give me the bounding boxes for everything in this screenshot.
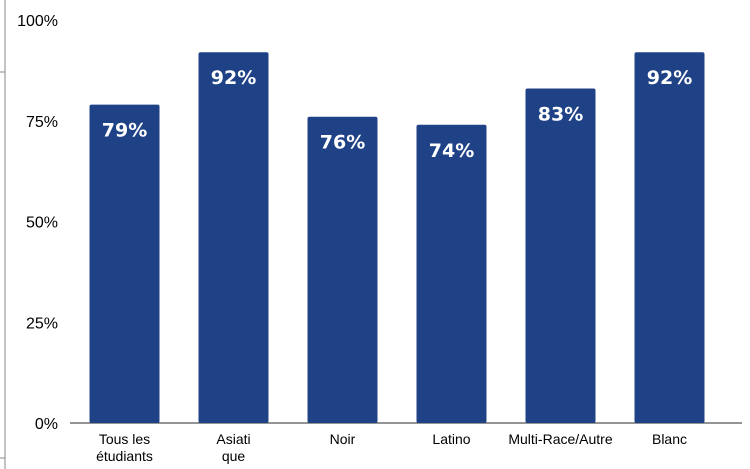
y-tick-label: 50%: [26, 215, 58, 232]
data-label: 74%: [429, 140, 474, 162]
bar: [416, 124, 487, 423]
bar: [198, 52, 269, 424]
category-label-line: Multi-Race/Autre: [508, 431, 612, 447]
category-label: Tous les étudiants: [96, 431, 153, 464]
bar: [634, 52, 705, 424]
data-label: 83%: [538, 104, 583, 126]
category-label-line: Blanc: [652, 431, 687, 447]
category-label: Multi-Race/Autre: [508, 431, 612, 447]
category-label: Noir: [330, 431, 356, 447]
category-label: Asiati que: [216, 431, 250, 464]
data-labels-group: 79% 92% 76% 74% 83% 92%: [102, 67, 692, 162]
data-label: 92%: [647, 67, 692, 89]
bar: [307, 116, 378, 423]
category-label-line: étudiants: [96, 448, 153, 464]
category-label-line: Tous les: [99, 431, 150, 447]
data-label: 92%: [211, 67, 256, 89]
y-tick-label: 100%: [17, 13, 58, 30]
category-label: Blanc: [652, 431, 687, 447]
data-label: 76%: [320, 132, 365, 154]
bar: [89, 104, 160, 423]
bars-group: [89, 52, 705, 424]
category-label-line: Noir: [330, 431, 356, 447]
data-label: 79%: [102, 120, 147, 142]
category-label-line: Latino: [432, 431, 470, 447]
y-tick-label: 25%: [26, 315, 58, 332]
category-label-line: Asiati: [216, 431, 250, 447]
y-tick-label: 75%: [26, 114, 58, 131]
y-tick-label: 0%: [35, 416, 58, 433]
category-label-line: que: [222, 448, 246, 464]
bar: [525, 88, 596, 423]
category-label: Latino: [432, 431, 470, 447]
y-axis-tick-labels: 0% 25% 50% 75% 100%: [17, 13, 58, 433]
category-labels-group: Tous les étudiants Asiati que Noir Latino Mult…: [96, 431, 687, 464]
